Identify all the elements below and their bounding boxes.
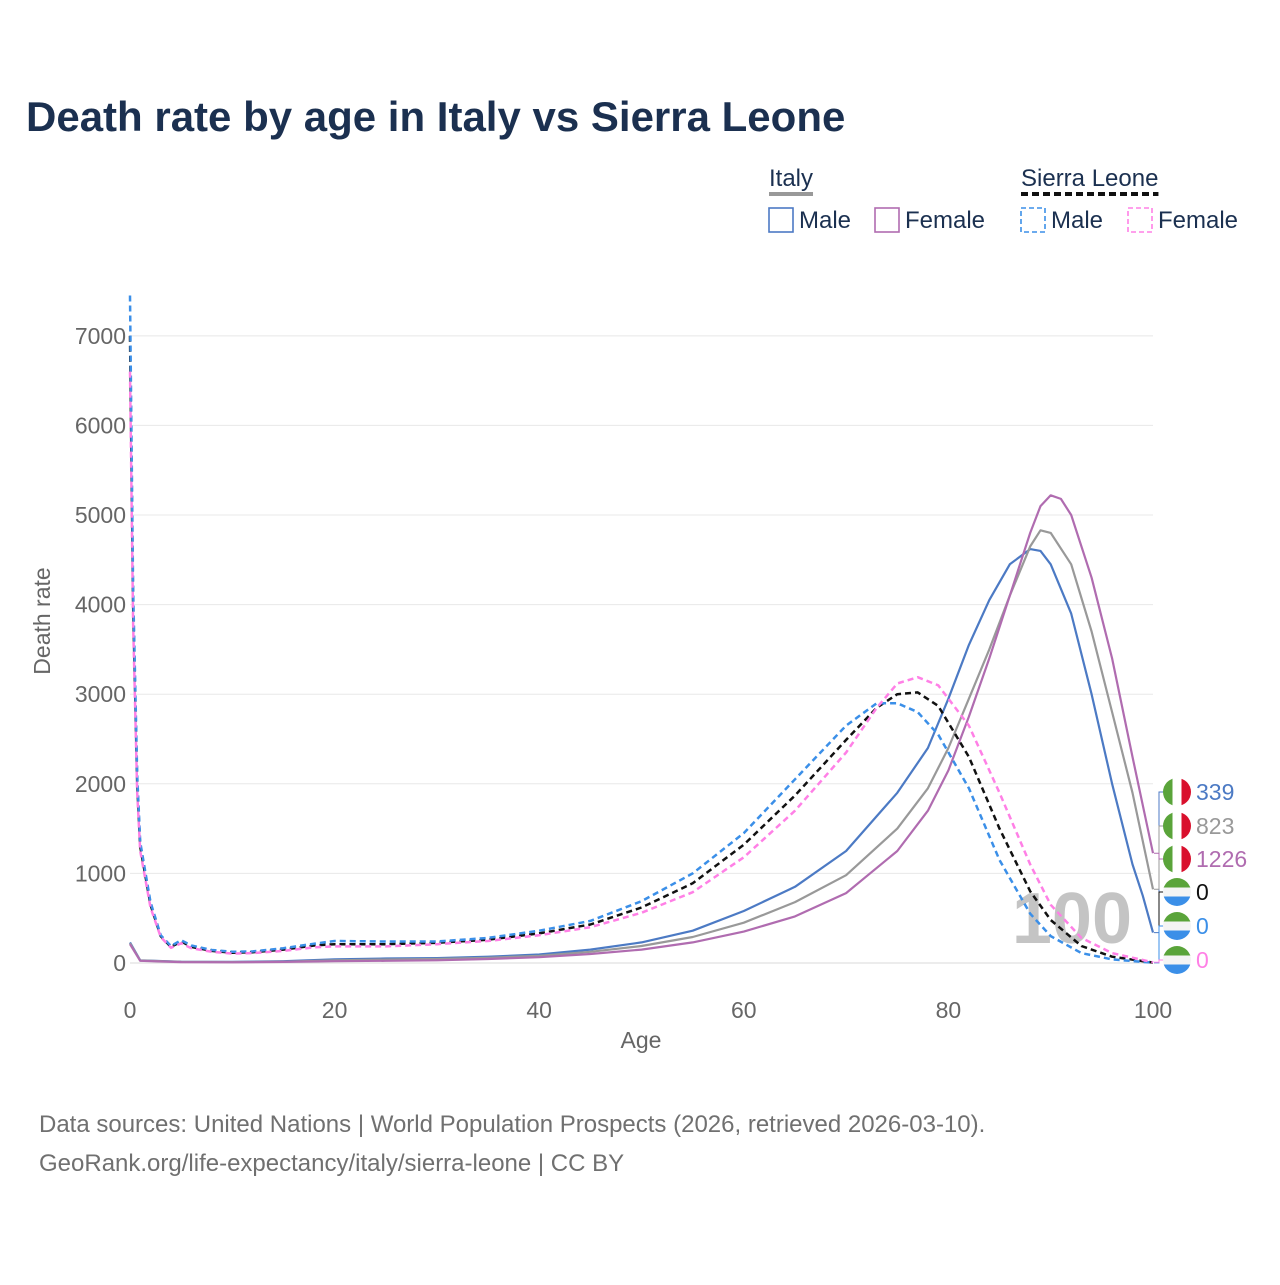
series-lines — [128, 295, 1155, 964]
axis-ticks: 0 1000 2000 3000 4000 5000 6000 7000 0 20 40 60 80 10… — [75, 323, 1172, 1023]
source-line-1: Data sources: United Nations | World Pop… — [39, 1111, 985, 1138]
x-tick-20: 20 — [322, 997, 348, 1023]
end-label-connector-sierra-leone-female — [1154, 959, 1164, 963]
end-value-sierra-leone-total: 0 — [1196, 879, 1209, 905]
end-value-italy-female: 1226 — [1196, 846, 1247, 872]
end-value-sierra-leone-male: 0 — [1196, 913, 1209, 939]
legend-group-sierra-leone: Sierra Leone — [1021, 165, 1158, 192]
y-tick-6000: 6000 — [75, 412, 126, 438]
legend-label-sierra-leone-male[interactable]: Male — [1051, 207, 1103, 234]
gridlines — [130, 335, 1153, 964]
sierra-leone-flag-icon — [1163, 878, 1191, 906]
y-tick-1000: 1000 — [75, 860, 126, 886]
series-line-italy-female[interactable] — [129, 494, 1155, 964]
end-label-connector-sierra-leone-male — [1154, 925, 1164, 964]
italy-flag-icon — [1163, 778, 1191, 806]
legend-swatch-sierra-leone-male[interactable] — [1020, 207, 1046, 233]
x-tick-80: 80 — [936, 997, 962, 1023]
end-label-connector-italy-female — [1154, 852, 1164, 860]
italy-flag-icon — [1163, 812, 1191, 840]
series-line-italy-male[interactable] — [129, 548, 1155, 963]
legend-swatch-sierra-leone-female[interactable] — [1127, 207, 1153, 233]
series-line-sierra-leone-female[interactable] — [128, 371, 1154, 964]
x-tick-60: 60 — [731, 997, 757, 1023]
y-tick-5000: 5000 — [75, 502, 126, 528]
y-tick-4000: 4000 — [75, 592, 126, 618]
legend-group-italy: Italy — [769, 165, 813, 192]
end-value-italy-male: 339 — [1196, 779, 1234, 805]
end-value-sierra-leone-female: 0 — [1196, 947, 1209, 973]
y-axis-label: Death rate — [29, 567, 55, 674]
italy-flag-icon — [1163, 845, 1191, 873]
x-tick-40: 40 — [526, 997, 552, 1023]
end-value-italy-total: 823 — [1196, 813, 1234, 839]
series-line-sierra-leone-total[interactable] — [128, 335, 1154, 964]
y-tick-0: 0 — [113, 950, 126, 976]
sierra-leone-flag-icon — [1163, 912, 1191, 940]
series-line-italy-total[interactable] — [129, 529, 1155, 964]
x-tick-0: 0 — [124, 997, 137, 1023]
y-tick-7000: 7000 — [75, 323, 126, 349]
sierra-leone-flag-icon — [1163, 946, 1191, 974]
legend-label-italy-female[interactable]: Female — [905, 207, 985, 234]
x-tick-100: 100 — [1134, 997, 1172, 1023]
end-labels: 339 823 1226 0 0 0 — [1154, 778, 1247, 974]
y-tick-2000: 2000 — [75, 771, 126, 797]
legend-swatch-italy-male[interactable] — [768, 207, 794, 233]
series-line-sierra-leone-male[interactable] — [128, 295, 1154, 964]
source-line-2[interactable]: GeoRank.org/life-expectancy/italy/sierra… — [39, 1150, 624, 1177]
y-tick-3000: 3000 — [75, 681, 126, 707]
legend-swatch-italy-female[interactable] — [874, 207, 900, 233]
x-axis-label: Age — [621, 1027, 662, 1053]
legend-label-italy-male[interactable]: Male — [799, 207, 851, 234]
watermark-age: 100 — [1012, 879, 1132, 959]
chart-title: Death rate by age in Italy vs Sierra Leo… — [26, 93, 845, 140]
legend-label-sierra-leone-female[interactable]: Female — [1158, 207, 1238, 234]
